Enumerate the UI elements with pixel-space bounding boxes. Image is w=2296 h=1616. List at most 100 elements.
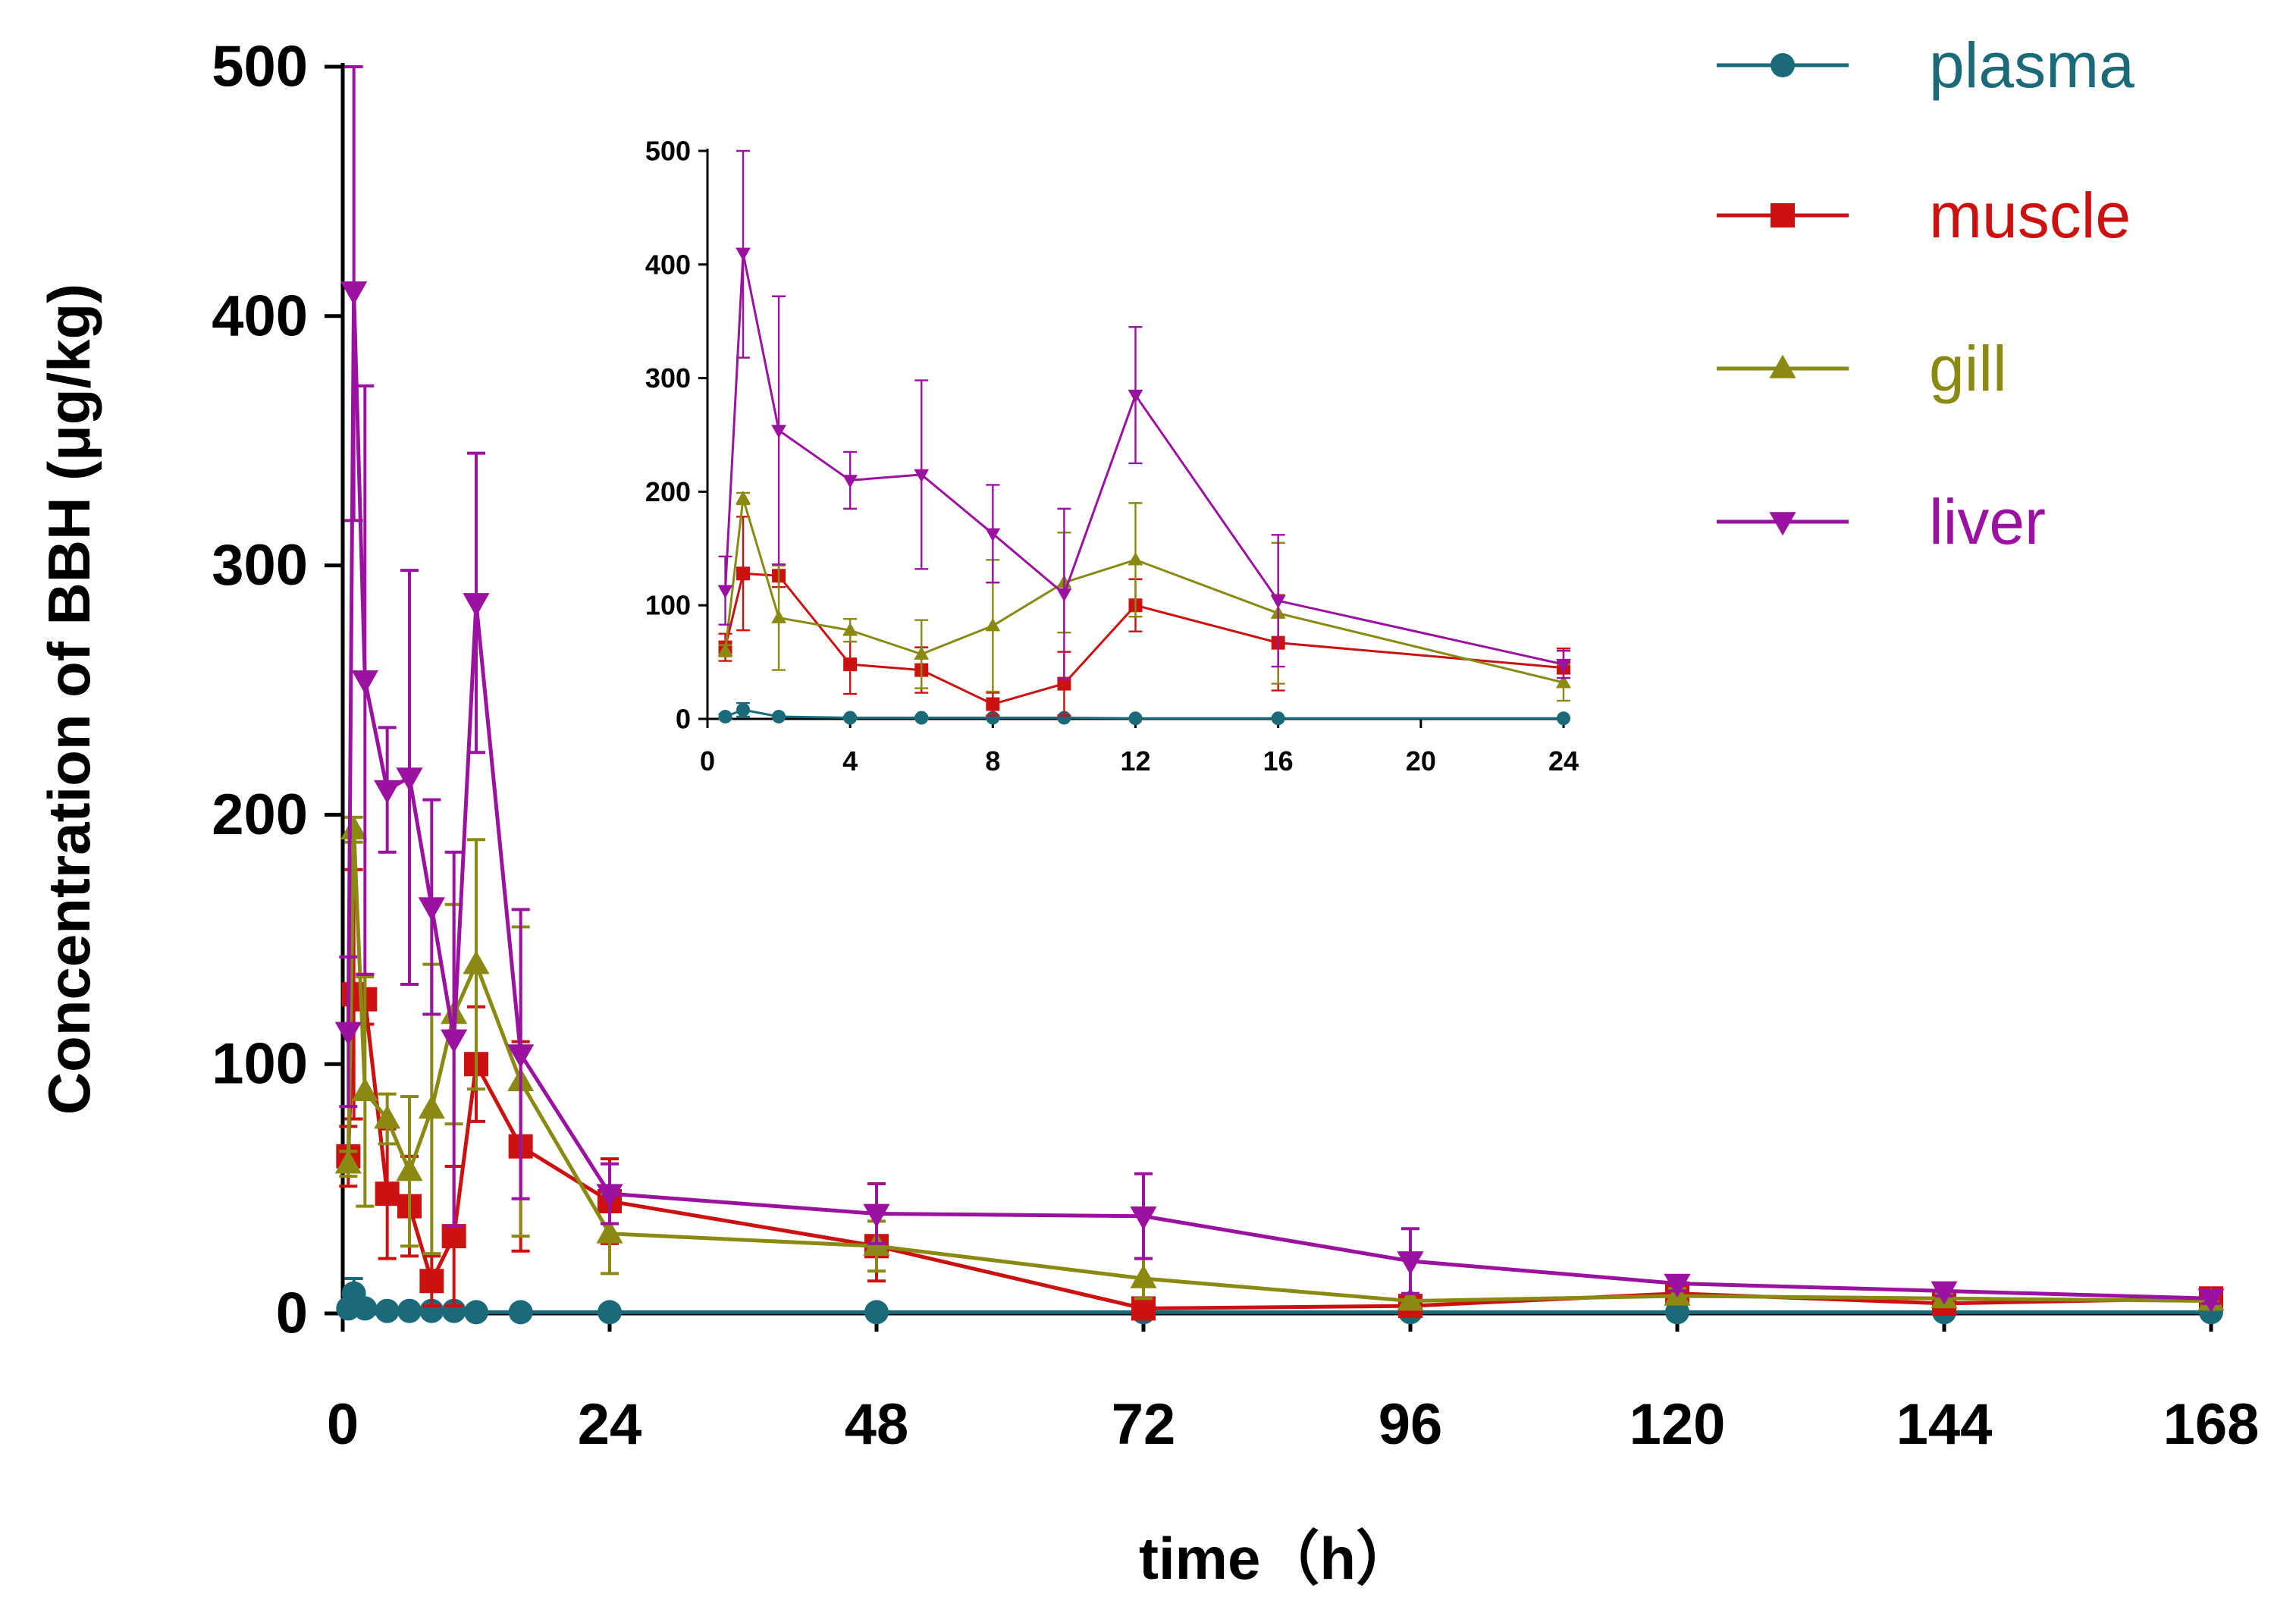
inset-plasma-line <box>724 708 1564 720</box>
inset-plasma-point <box>843 711 858 725</box>
inset-gill-line <box>724 497 1564 684</box>
liver-point <box>463 593 490 617</box>
legend-item-gill: gill <box>1717 333 2007 404</box>
gill-point <box>463 950 490 974</box>
inset-liver-point <box>985 528 1001 542</box>
inset-muscle-point <box>986 697 1000 711</box>
inset-liver-point <box>842 475 858 488</box>
inset-gill-point <box>1556 674 1571 689</box>
muscle-line <box>346 992 2212 1310</box>
inset-liver-point <box>736 247 751 262</box>
inset-series-muscle <box>718 516 1570 717</box>
inset-y-tick-label: 300 <box>645 362 691 394</box>
legend-liver-marker <box>1769 512 1796 536</box>
inset-gill-point <box>771 610 786 623</box>
y-axis-title: Concentration of BBH (μg/kg) <box>36 284 102 1115</box>
liver-point <box>396 767 423 792</box>
inset-liver-point <box>771 425 786 438</box>
inset-gill-point <box>914 646 930 660</box>
plasma-point <box>508 1300 533 1325</box>
legend-muscle-label: muscle <box>1929 180 2131 251</box>
gill-point <box>374 1105 401 1129</box>
inset-series-plasma <box>718 701 1570 726</box>
x-tick-label: 96 <box>1379 1392 1443 1457</box>
liver-point <box>351 670 378 695</box>
plasma-point <box>598 1300 622 1325</box>
liver-point <box>374 780 401 804</box>
inset-liver-point <box>717 585 733 599</box>
inset-gill-point <box>985 617 1001 632</box>
y-tick-label: 100 <box>212 1032 308 1097</box>
inset-liver-point <box>914 469 930 483</box>
inset-x-tick-label: 20 <box>1406 745 1436 777</box>
inset-muscle-point <box>1057 676 1071 691</box>
gill-point <box>1397 1287 1424 1311</box>
inset-x-tick-label: 16 <box>1263 745 1294 777</box>
inset-gill-point <box>1128 551 1143 566</box>
legend-muscle-marker <box>1771 203 1795 227</box>
y-tick-label: 300 <box>212 533 308 598</box>
inset-muscle-line <box>724 572 1564 706</box>
liver-point <box>1130 1206 1157 1231</box>
plasma-point <box>375 1298 400 1323</box>
inset-plasma-point <box>1057 711 1071 725</box>
inset-y-tick-label: 400 <box>645 249 691 280</box>
plasma-point <box>864 1300 889 1325</box>
legend-gill-label: gill <box>1929 333 2007 404</box>
inset-x-tick-label: 4 <box>842 745 858 777</box>
inset-x-tick-label: 24 <box>1548 745 1579 777</box>
inset-plasma-point <box>772 710 786 724</box>
legend-liver-label: liver <box>1929 486 2046 557</box>
legend-plasma-label: plasma <box>1929 30 2134 101</box>
muscle-point <box>1131 1296 1156 1321</box>
gill-line <box>346 827 2212 1304</box>
inset-plasma-point <box>1128 711 1143 726</box>
muscle-point <box>375 1181 400 1207</box>
inset-gill-point <box>842 622 858 636</box>
liver-point <box>418 897 445 921</box>
legend-item-liver: liver <box>1717 486 2046 557</box>
inset-liver-point <box>1128 389 1143 403</box>
inset-y-tick-label: 200 <box>645 476 691 507</box>
plasma-point <box>353 1296 378 1321</box>
liver-point <box>441 1029 468 1053</box>
legend: plasma muscle gill liver <box>1717 30 2134 557</box>
inset-liver-line <box>724 252 1564 666</box>
inset-plasma-point <box>1271 711 1285 726</box>
inset-y-tick-label: 500 <box>645 136 691 167</box>
gill-point <box>351 1077 378 1102</box>
series-muscle <box>336 868 2223 1321</box>
legend-item-plasma: plasma <box>1717 30 2134 101</box>
x-tick-label: 168 <box>2163 1392 2260 1457</box>
inset-series-liver <box>717 149 1571 680</box>
y-tick-label: 500 <box>212 35 308 99</box>
liver-line <box>346 289 2212 1301</box>
x-tick-label: 24 <box>578 1392 642 1457</box>
inset-plot: 0 100 200 300 400 500 0 4 8 12 16 20 24 <box>645 136 1579 777</box>
series-gill <box>334 815 2225 1311</box>
y-tick-label: 0 <box>276 1282 308 1346</box>
plasma-point <box>397 1298 422 1323</box>
legend-item-muscle: muscle <box>1717 180 2131 251</box>
gill-point <box>596 1219 623 1244</box>
liver-point <box>2197 1288 2225 1313</box>
muscle-point <box>419 1269 444 1294</box>
x-tick-label: 0 <box>327 1392 359 1457</box>
inset-plasma-point <box>914 711 929 725</box>
inset-y-tick-label: 0 <box>676 704 691 735</box>
x-tick-label: 120 <box>1629 1392 1726 1457</box>
y-tick-label: 200 <box>212 783 308 847</box>
liver-point <box>1931 1281 1958 1305</box>
inset-y-tick-label: 100 <box>645 590 691 621</box>
liver-point <box>1664 1273 1691 1298</box>
inset-x-tick-label: 0 <box>700 745 715 777</box>
gill-point <box>1130 1264 1157 1288</box>
muscle-point <box>441 1224 466 1249</box>
inset-plasma-point <box>986 711 1000 725</box>
inset-x-tick-label: 8 <box>985 745 1000 777</box>
x-tick-label: 48 <box>845 1392 909 1457</box>
liver-point <box>334 1021 362 1046</box>
legend-gill-marker <box>1769 354 1796 378</box>
